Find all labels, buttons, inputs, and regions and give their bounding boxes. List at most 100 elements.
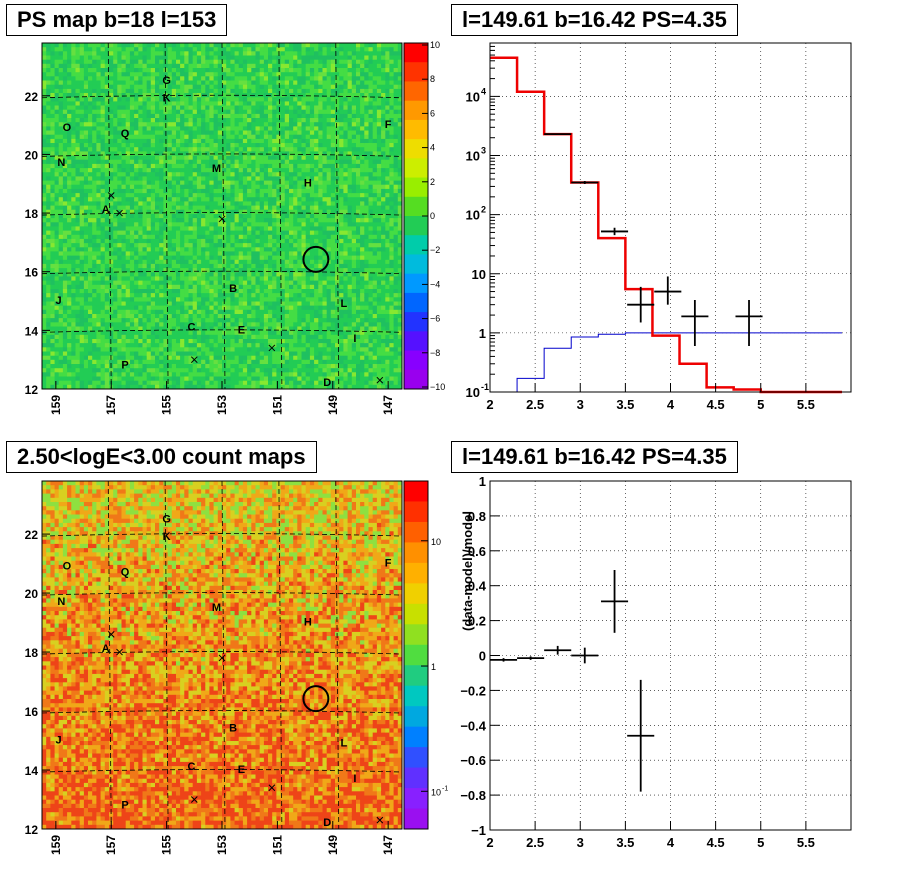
x-tick-label: 5 — [757, 835, 764, 850]
colorbar-step — [404, 624, 428, 645]
colorbar-step — [404, 120, 428, 140]
source-label: L — [340, 737, 347, 749]
x-tick-label: 157 — [104, 835, 118, 855]
y-tick-label: 22 — [25, 528, 39, 542]
x-tick-label: 149 — [326, 395, 340, 415]
colorbar-step — [404, 706, 428, 727]
y-tick-label: −0.6 — [460, 753, 486, 768]
x-tick-label: 2 — [486, 835, 493, 850]
source-label: M — [212, 602, 221, 614]
y-tick-label: 10 — [466, 149, 480, 164]
colorbar-tick-label: 10 — [430, 40, 440, 50]
x-tick-label: 4 — [667, 835, 675, 850]
x-tick-label: 151 — [270, 395, 284, 415]
y-tick-label: 10 — [466, 385, 480, 400]
colorbar-step — [404, 501, 428, 522]
source-label: C — [188, 321, 196, 333]
y-tick-sup: 4 — [481, 86, 486, 96]
colorbar-step — [404, 747, 428, 768]
y-tick-label: −1 — [471, 823, 486, 838]
x-tick-label: 157 — [104, 395, 118, 415]
colorbar-step — [404, 312, 428, 332]
colorbar-step — [404, 727, 428, 748]
y-tick-sup: -1 — [481, 382, 489, 392]
colorbar-step — [404, 293, 428, 313]
colorbar-step — [404, 197, 428, 217]
y-tick-label: 10 — [466, 208, 480, 223]
source-label: H — [304, 178, 312, 190]
source-label: A — [102, 643, 110, 655]
colorbar-step — [404, 178, 428, 198]
source-label: E — [238, 324, 245, 336]
source-label: P — [121, 359, 128, 371]
y-tick-label: 14 — [25, 324, 39, 338]
colorbar-step — [404, 351, 428, 371]
colorbar-tick-label: 10 — [431, 537, 441, 547]
x-tick-label: 153 — [215, 835, 229, 855]
source-label: B — [229, 283, 237, 295]
y-tick-label: 16 — [25, 266, 39, 280]
y-tick-label: 1 — [479, 474, 486, 489]
source-label: I — [353, 773, 356, 785]
source-label: Q — [121, 566, 130, 578]
colorbar-tick-label: −2 — [430, 245, 440, 255]
x-tick-label: 155 — [160, 395, 174, 415]
colorbar-step — [404, 665, 428, 686]
x-tick-label: 149 — [326, 835, 340, 855]
colorbar-tick-label: 6 — [430, 108, 435, 118]
colorbar-step — [404, 274, 428, 294]
y-tick-label: 12 — [25, 383, 39, 397]
colorbar-tick-label: −10 — [430, 382, 445, 392]
x-tick-label: 5 — [757, 397, 764, 412]
y-tick-label: −0.8 — [460, 788, 486, 803]
colorbar-tick-label: 4 — [430, 143, 435, 153]
colorbar-step — [404, 583, 428, 604]
source-label: O — [63, 560, 72, 572]
source-label: N — [57, 157, 65, 169]
x-tick-label: 5.5 — [797, 835, 815, 850]
x-tick-label: 159 — [49, 835, 63, 855]
count-map-title: 2.50<logE<3.00 count maps — [6, 441, 317, 473]
colorbar-tick-label: 1 — [431, 662, 436, 672]
y-tick-label: −0.2 — [460, 683, 486, 698]
x-tick-label: 2.5 — [526, 397, 544, 412]
colorbar-step — [404, 331, 428, 351]
source-label: G — [162, 75, 171, 87]
source-label: K — [163, 531, 171, 543]
colorbar-step — [404, 101, 428, 121]
source-label: C — [188, 761, 196, 773]
x-tick-label: 3.5 — [616, 835, 634, 850]
source-label: F — [385, 558, 392, 570]
colorbar-step — [404, 254, 428, 274]
x-tick-label: 3 — [577, 397, 584, 412]
colorbar-step — [404, 563, 428, 584]
colorbar-step — [404, 81, 428, 101]
colorbar-tick-label: −8 — [430, 348, 440, 358]
x-tick-label: 3.5 — [616, 397, 634, 412]
colorbar-step — [404, 43, 428, 63]
source-label: A — [102, 204, 110, 216]
colorbar-tick-label: 2 — [430, 177, 435, 187]
y-tick-label: 18 — [25, 207, 39, 221]
colorbar-step — [404, 139, 428, 159]
y-tick-label: 16 — [25, 705, 39, 719]
y-tick-label: 10 — [472, 267, 486, 282]
y-tick-label: 20 — [25, 148, 39, 162]
source-label: K — [163, 93, 171, 105]
y-tick-label: 10 — [466, 89, 480, 104]
x-tick-label: 147 — [381, 835, 395, 855]
colorbar-step — [404, 645, 428, 666]
colorbar-tick-label: 8 — [430, 74, 435, 84]
source-label: F — [385, 119, 392, 131]
y-tick-label: 12 — [25, 823, 39, 837]
source-label: N — [57, 596, 65, 608]
y-tick-sup: 3 — [481, 146, 486, 156]
x-tick-label: 159 — [49, 395, 63, 415]
spectrum-title: l=149.61 b=16.42 PS=4.35 — [451, 4, 738, 36]
source-label: J — [56, 295, 62, 307]
